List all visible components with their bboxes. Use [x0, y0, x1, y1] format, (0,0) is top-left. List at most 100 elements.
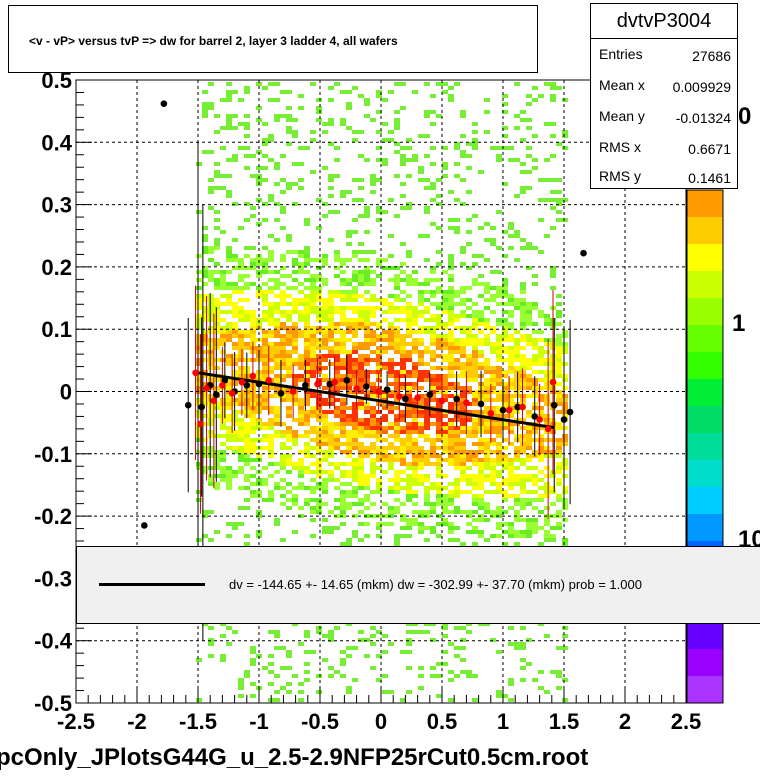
profile-point-red	[289, 388, 297, 395]
density-cell	[322, 422, 328, 426]
density-cell	[226, 470, 232, 474]
density-cell	[436, 302, 442, 306]
density-cell	[232, 126, 238, 130]
density-cell	[298, 450, 304, 454]
density-cell	[286, 90, 292, 94]
density-cell	[220, 126, 226, 130]
density-cell	[460, 310, 466, 314]
density-cell	[388, 266, 394, 270]
density-cell	[538, 350, 544, 354]
density-cell	[340, 474, 346, 478]
density-cell	[226, 362, 232, 366]
density-cell	[340, 382, 346, 386]
density-cell	[328, 298, 334, 302]
density-cell	[436, 278, 442, 282]
density-cell	[196, 334, 202, 338]
density-cell	[226, 90, 232, 94]
density-cell	[298, 334, 304, 338]
density-cell	[448, 670, 454, 674]
density-cell	[334, 310, 340, 314]
chart-title: <v - vP> versus tvP => dw for barrel 2, …	[29, 34, 398, 48]
density-cell	[388, 506, 394, 510]
density-cell	[430, 394, 436, 398]
density-cell	[448, 502, 454, 506]
density-cell	[562, 426, 568, 430]
density-cell	[514, 378, 520, 382]
density-cell	[310, 446, 316, 450]
density-cell	[376, 146, 382, 150]
density-cell	[448, 302, 454, 306]
density-cell	[196, 386, 202, 390]
density-cell	[514, 234, 520, 238]
density-cell	[346, 326, 352, 330]
density-cell	[340, 342, 346, 346]
density-cell	[202, 106, 208, 110]
stat-value: 0.6671	[688, 141, 731, 157]
density-cell	[328, 394, 334, 398]
density-cell	[304, 422, 310, 426]
density-cell	[280, 90, 286, 94]
density-cell	[220, 326, 226, 330]
density-cell	[238, 394, 244, 398]
density-cell	[232, 238, 238, 242]
density-cell	[274, 410, 280, 414]
density-cell	[526, 466, 532, 470]
density-cell	[322, 518, 328, 522]
density-cell	[502, 542, 508, 546]
density-cell	[304, 634, 310, 638]
density-cell	[406, 138, 412, 142]
density-cell	[274, 362, 280, 366]
density-cell	[322, 254, 328, 258]
density-cell	[214, 322, 220, 326]
density-cell	[526, 410, 532, 414]
density-cell	[328, 306, 334, 310]
density-cell	[262, 398, 268, 402]
density-cell	[562, 342, 568, 346]
density-cell	[424, 330, 430, 334]
density-cell	[394, 538, 400, 542]
density-cell	[424, 318, 430, 322]
density-cell	[256, 82, 262, 86]
density-cell	[496, 506, 502, 510]
density-cell	[490, 286, 496, 290]
density-cell	[250, 650, 256, 654]
density-cell	[562, 502, 568, 506]
density-cell	[502, 422, 508, 426]
density-cell	[346, 414, 352, 418]
density-cell	[448, 262, 454, 266]
density-cell	[502, 694, 508, 698]
density-cell	[538, 434, 544, 438]
density-cell	[412, 338, 418, 342]
density-cell	[268, 654, 274, 658]
density-cell	[502, 370, 508, 374]
density-cell	[208, 450, 214, 454]
density-cell	[364, 274, 370, 278]
density-cell	[208, 346, 214, 350]
profile-point-red	[238, 378, 246, 386]
density-cell	[382, 158, 388, 162]
density-cell	[292, 182, 298, 186]
density-cell	[310, 430, 316, 434]
density-cell	[466, 266, 472, 270]
density-cell	[346, 366, 352, 370]
density-cell	[268, 82, 274, 86]
density-cell	[292, 330, 298, 334]
density-cell	[310, 394, 316, 398]
density-cell	[328, 470, 334, 474]
density-cell	[352, 530, 358, 534]
density-cell	[502, 438, 508, 442]
density-cell	[484, 442, 490, 446]
density-cell	[562, 406, 568, 410]
density-cell	[508, 698, 514, 702]
density-cell	[352, 370, 358, 374]
density-cell	[286, 426, 292, 430]
density-cell	[244, 282, 250, 286]
density-cell	[358, 406, 364, 410]
density-cell	[556, 442, 562, 446]
density-cell	[442, 354, 448, 358]
density-cell	[472, 458, 478, 462]
density-cell	[364, 298, 370, 302]
density-cell	[502, 482, 508, 486]
density-cell	[490, 382, 496, 386]
density-cell	[442, 290, 448, 294]
